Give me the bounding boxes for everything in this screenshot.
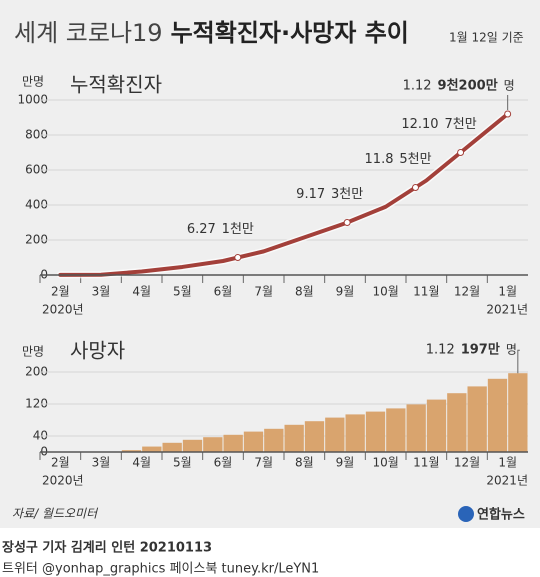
bar: [203, 437, 223, 452]
x-tick-label: 7월: [254, 285, 273, 299]
annotation-label: 1천만: [222, 222, 254, 237]
bar: [142, 446, 162, 452]
annotation-unit: 명: [506, 343, 517, 357]
year-label: 2020년: [42, 474, 84, 488]
year-label: 2021년: [486, 474, 528, 488]
x-tick-label: 10월: [373, 285, 399, 299]
point-marker: [504, 110, 512, 118]
annotation-unit: 명: [504, 79, 515, 93]
bar: [325, 417, 345, 452]
bar: [243, 431, 264, 452]
x-tick-label: 10월: [373, 456, 399, 470]
x-tick-label: 6월: [214, 456, 233, 470]
x-tick-label: 8월: [295, 456, 314, 470]
y-tick-label: 1000: [17, 93, 48, 107]
x-tick-label: 11월: [413, 285, 439, 299]
y-tick-label: 120: [25, 397, 48, 411]
annotation-date: 9.17: [296, 187, 325, 202]
x-tick-label: 12월: [454, 456, 480, 470]
year-label: 2020년: [42, 303, 84, 317]
bar: [386, 408, 406, 452]
x-tick-label: 3월: [92, 285, 111, 299]
y-unit: 만명: [22, 345, 44, 359]
x-tick-label: 4월: [132, 456, 151, 470]
title-bold: 누적확진자·사망자 추이: [171, 19, 409, 47]
credit-line: 장성구 기자 김계리 인턴 20210113: [2, 540, 212, 556]
x-tick-label: 1월: [498, 456, 517, 470]
x-tick-label: 8월: [295, 285, 314, 299]
y-tick-label: 600: [25, 163, 48, 177]
title: 세계 코로나19 누적확진자·사망자 추이: [14, 19, 409, 47]
x-tick-label: 3월: [92, 456, 111, 470]
point-marker: [457, 149, 465, 156]
year-label: 2021년: [486, 303, 528, 317]
leader-line: [517, 349, 520, 374]
credit-line: 트위터 @yonhap_graphics 페이스북 tuney.kr/LeYN1: [2, 562, 319, 577]
x-tick-label: 2월: [51, 285, 70, 299]
annotation-label: 7천만: [444, 117, 476, 132]
bar: [426, 399, 447, 452]
x-tick-label: 9월: [336, 456, 355, 470]
logo-icon: [458, 506, 474, 522]
bar: [284, 424, 304, 452]
point-marker: [234, 254, 242, 261]
annotation-date: 1.12: [403, 79, 432, 94]
point-marker: [411, 184, 419, 191]
annotation-date: 11.8: [365, 152, 394, 167]
x-tick-label: 5월: [173, 456, 192, 470]
y-tick-label: 200: [25, 233, 48, 247]
y-unit: 만명: [22, 75, 44, 89]
x-tick-label: 2월: [51, 456, 70, 470]
bar: [223, 434, 243, 452]
x-tick-label: 7월: [254, 456, 273, 470]
bar: [447, 393, 467, 452]
x-tick-label: 4월: [132, 285, 151, 299]
bar: [487, 378, 508, 452]
bar: [182, 439, 203, 452]
chart-title: 누적확진자: [70, 73, 162, 97]
annotation-date: 12.10: [401, 117, 438, 132]
bar: [304, 421, 325, 452]
annotation-label: 197만: [461, 342, 500, 358]
source: 자료/ 월드오미터: [12, 507, 99, 521]
x-tick-label: 9월: [336, 285, 355, 299]
x-tick-label: 6월: [214, 285, 233, 299]
bar: [467, 386, 487, 452]
title-light: 세계 코로나19: [14, 19, 163, 47]
x-tick-label: 11월: [413, 456, 439, 470]
chart-title: 사망자: [70, 339, 125, 363]
y-tick-label: 800: [25, 128, 48, 142]
bar: [121, 450, 142, 452]
bar: [345, 414, 365, 452]
line: [58, 112, 510, 277]
bar: [365, 411, 386, 452]
x-tick-label: 12월: [454, 285, 480, 299]
annotation-label: 9천200만: [438, 78, 498, 94]
annotation-label: 3천만: [331, 187, 363, 202]
bar: [264, 428, 284, 452]
annotation-label: 5천만: [399, 152, 431, 167]
y-tick-label: 200: [25, 365, 48, 379]
y-tick-label: 400: [25, 198, 48, 212]
bar: [406, 404, 426, 452]
date-note: 1월 12일 기준: [449, 31, 524, 45]
logo: 연합뉴스: [477, 507, 525, 523]
x-tick-label: 5월: [173, 285, 192, 299]
bar: [508, 373, 528, 452]
x-tick-label: 1월: [498, 285, 517, 299]
annotation-date: 1.12: [426, 343, 455, 358]
bar: [162, 442, 182, 452]
point-marker: [343, 219, 351, 226]
annotation-date: 6.27: [187, 222, 216, 237]
